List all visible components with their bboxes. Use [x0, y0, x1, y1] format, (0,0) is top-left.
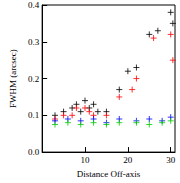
- svg-text:0.1: 0.1: [28, 110, 39, 120]
- svg-text:0.2: 0.2: [28, 74, 39, 84]
- svg-text:0.4: 0.4: [28, 0, 40, 10]
- svg-text:FWHM (arcsec): FWHM (arcsec): [8, 49, 18, 108]
- svg-text:Distance Off-axis: Distance Off-axis: [77, 169, 141, 179]
- svg-text:0.3: 0.3: [28, 37, 40, 47]
- svg-text:20: 20: [123, 155, 133, 165]
- svg-text:10: 10: [81, 155, 91, 165]
- svg-text:0.0: 0.0: [28, 147, 40, 157]
- svg-text:30: 30: [166, 155, 176, 165]
